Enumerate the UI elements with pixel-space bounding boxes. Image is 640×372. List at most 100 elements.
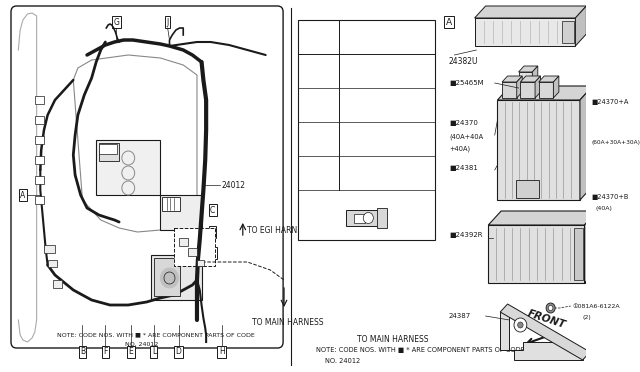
Polygon shape — [475, 6, 586, 18]
Bar — [35, 116, 44, 124]
Bar — [154, 258, 180, 296]
Text: E: E — [129, 347, 133, 356]
Bar — [151, 255, 202, 300]
Text: J: J — [317, 169, 319, 177]
Text: NOTE: CODE NOS. WITH ■ * ARE COMPONENT PARTS OF CODE: NOTE: CODE NOS. WITH ■ * ARE COMPONENT P… — [57, 332, 255, 337]
Bar — [539, 82, 554, 98]
Bar — [594, 108, 616, 136]
Bar — [35, 156, 44, 164]
Text: FRONT: FRONT — [527, 308, 568, 330]
Polygon shape — [584, 211, 597, 283]
Bar — [518, 72, 532, 90]
Polygon shape — [516, 76, 522, 98]
Text: 24012CII: 24012CII — [369, 135, 406, 144]
Text: M6: M6 — [305, 198, 317, 207]
Polygon shape — [500, 312, 582, 360]
Text: F: F — [103, 347, 108, 356]
Text: ■24370+A: ■24370+A — [592, 99, 629, 105]
Text: ■24392R: ■24392R — [449, 232, 483, 238]
Bar — [35, 96, 44, 104]
Text: 24012: 24012 — [221, 180, 246, 189]
Bar — [298, 20, 435, 240]
Text: K: K — [210, 228, 215, 237]
Circle shape — [546, 303, 556, 313]
Text: B: B — [80, 347, 85, 356]
Polygon shape — [616, 100, 623, 136]
Text: (2): (2) — [582, 315, 591, 321]
Polygon shape — [554, 76, 559, 98]
Bar — [197, 260, 204, 266]
Text: CODE NO.: CODE NO. — [366, 32, 408, 42]
Text: NOTE: CODE NOS. WITH ■ * ARE COMPONENT PARTS OF CODE: NOTE: CODE NOS. WITH ■ * ARE COMPONENT P… — [316, 347, 525, 353]
Text: H: H — [219, 347, 225, 356]
Text: (40A+40A: (40A+40A — [449, 133, 483, 140]
Bar — [53, 280, 62, 288]
Text: LOC.: LOC. — [308, 32, 328, 42]
Bar — [99, 144, 117, 154]
Bar — [99, 143, 119, 161]
Bar — [35, 176, 44, 184]
Text: 24012CC: 24012CC — [368, 100, 406, 109]
Text: ■24370+B: ■24370+B — [592, 194, 629, 200]
Text: 24387: 24387 — [449, 313, 471, 319]
Polygon shape — [532, 66, 538, 90]
Text: C: C — [210, 248, 215, 257]
Bar — [188, 248, 197, 256]
Text: ■25465M: ■25465M — [449, 80, 484, 86]
Bar — [497, 100, 580, 200]
Text: (40A): (40A) — [595, 206, 612, 211]
Circle shape — [161, 268, 179, 288]
Circle shape — [514, 318, 527, 332]
Bar — [354, 214, 365, 223]
Polygon shape — [594, 154, 623, 162]
Text: (60A+30A+30A): (60A+30A+30A) — [592, 140, 640, 145]
Polygon shape — [518, 66, 538, 72]
Text: TO MAIN HARNESS: TO MAIN HARNESS — [357, 335, 429, 344]
Bar — [346, 210, 383, 226]
Text: ■24381: ■24381 — [449, 165, 478, 171]
Text: C: C — [210, 205, 215, 215]
Polygon shape — [520, 76, 541, 82]
Text: φ13: φ13 — [301, 220, 316, 229]
Text: +40A): +40A) — [449, 145, 470, 151]
Text: A: A — [446, 17, 452, 26]
Bar — [162, 197, 180, 211]
Text: K: K — [316, 100, 321, 109]
Polygon shape — [535, 76, 541, 98]
Text: B: B — [316, 67, 321, 76]
Text: A: A — [20, 190, 26, 199]
Bar — [47, 260, 57, 267]
Bar — [502, 82, 516, 98]
Text: J: J — [166, 17, 169, 26]
Bar — [378, 208, 387, 228]
Text: 12: 12 — [340, 220, 349, 229]
Bar — [96, 140, 161, 195]
Polygon shape — [616, 154, 623, 190]
Polygon shape — [500, 304, 590, 360]
Polygon shape — [580, 86, 593, 200]
Bar — [35, 136, 44, 144]
Circle shape — [548, 305, 553, 311]
Text: 24012C: 24012C — [371, 67, 403, 76]
Polygon shape — [497, 86, 593, 100]
Text: TO MAIN HARNESS: TO MAIN HARNESS — [252, 318, 323, 327]
Text: L: L — [316, 135, 321, 144]
Text: X240001K: X240001K — [524, 353, 566, 362]
Text: 24019A: 24019A — [371, 169, 403, 177]
Polygon shape — [502, 76, 522, 82]
Bar — [573, 228, 582, 280]
Polygon shape — [539, 76, 559, 82]
Polygon shape — [594, 100, 623, 108]
Bar — [44, 245, 55, 253]
Bar — [161, 195, 202, 230]
Text: D: D — [176, 347, 182, 356]
Polygon shape — [575, 6, 586, 46]
Text: TO EGI HARNESS: TO EGI HARNESS — [248, 225, 312, 234]
Bar — [475, 18, 575, 46]
Text: 24382U: 24382U — [449, 57, 479, 66]
Text: G: G — [113, 17, 119, 26]
Bar — [520, 82, 535, 98]
Bar — [562, 21, 573, 43]
Circle shape — [364, 212, 373, 224]
Bar — [594, 162, 616, 190]
